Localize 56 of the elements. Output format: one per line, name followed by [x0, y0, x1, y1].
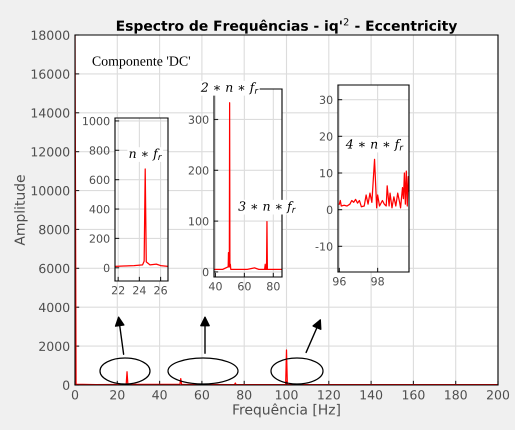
x-tick-label: 40: [208, 282, 222, 290]
line-series: [338, 158, 409, 208]
y-tick-label: 2000: [39, 342, 70, 352]
x-tick-label: 60: [238, 282, 251, 290]
x-tick-label: 96: [332, 277, 346, 286]
annotation: 4 ∗ n ∗ f$_{r}$: [346, 138, 404, 152]
x-axis-title: Frequência [Hz]: [233, 403, 340, 418]
x-tick-label: 0: [72, 390, 78, 400]
x-tick-label: 98: [371, 277, 384, 286]
x-tick-label: 200: [486, 390, 510, 400]
y-tick-label: 12000: [32, 147, 70, 157]
y-tick-label: 10000: [32, 186, 70, 196]
annotation: 2 ∗ n ∗ f$_{r}$: [200, 82, 258, 94]
x-tick-label: 40: [152, 390, 167, 400]
y-tick-label: 30: [320, 96, 332, 104]
x-tick-label: 120: [318, 390, 340, 400]
y-tick-label: 300: [188, 115, 208, 124]
line-series: [75, 35, 498, 385]
y-tick-label: 0: [63, 380, 70, 390]
x-tick-label: 24: [133, 286, 146, 294]
y-tick-label: 400: [89, 205, 110, 214]
y-tick-label: 600: [90, 176, 110, 184]
x-tick-label: 80: [237, 390, 252, 400]
x-tick-label: 20: [110, 390, 124, 400]
y-tick-label: 200: [90, 234, 110, 243]
y-tick-label: 20: [320, 132, 332, 141]
y-tick-label: 100: [189, 217, 208, 226]
x-tick-label: 180: [445, 390, 467, 400]
y-tick-label: 16000: [32, 69, 70, 79]
annotation: Componente 'DC': [92, 56, 190, 69]
y-tick-label: 800: [90, 146, 110, 155]
y-tick-label: -10: [316, 242, 332, 251]
y-tick-label: 18000: [32, 30, 70, 40]
x-tick-label: 160: [402, 390, 424, 400]
x-tick-label: 80: [267, 282, 280, 290]
y-tick-label: 4000: [38, 302, 70, 312]
line-series: [115, 168, 168, 267]
line-series: [214, 102, 282, 270]
y-tick-label: 0: [326, 206, 332, 214]
annotation: n ∗ f$_{r}$: [129, 148, 162, 161]
x-tick-label: 26: [154, 286, 167, 294]
y-tick-label: 1000: [83, 116, 110, 126]
annotation: 3 ∗ n ∗ f$_{r}$: [238, 201, 296, 214]
y-tick-label: 6000: [39, 264, 70, 274]
y-tick-label: 8000: [39, 224, 70, 234]
y-tick-label: 14000: [32, 108, 70, 118]
y-tick-label: 200: [188, 166, 208, 175]
y-axis-title: Amplitude: [14, 175, 28, 246]
y-tick-label: 0: [104, 264, 110, 272]
x-tick-label: 140: [360, 390, 382, 400]
x-tick-label: 100: [276, 390, 298, 400]
chart-title: Espectro de Frequências - iq'$^{2}$ - Eccentricity: [116, 18, 458, 34]
y-tick-label: 0: [202, 268, 208, 276]
x-tick-label: 22: [112, 286, 124, 294]
y-tick-label: 10: [320, 168, 332, 178]
x-tick-label: 60: [194, 390, 210, 400]
